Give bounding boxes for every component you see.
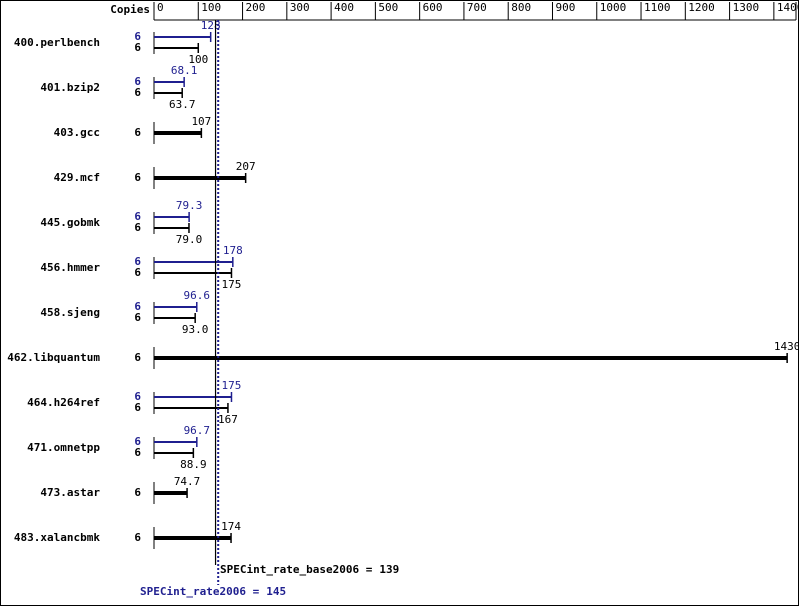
copies-label: 6: [134, 446, 141, 459]
summary-name: SPECint_rate_base2006 =: [220, 563, 373, 576]
bar: [154, 227, 189, 229]
x-tick-label: 900: [555, 1, 575, 14]
copies-label: 6: [134, 41, 141, 54]
value-label: 175: [222, 379, 242, 392]
copies-label: 6: [134, 126, 141, 139]
category-label: 445.gobmk: [40, 216, 100, 229]
value-label: 174: [221, 520, 241, 533]
value-label: 96.6: [184, 289, 211, 302]
copies-label: 6: [134, 300, 141, 313]
value-label: 167: [218, 413, 238, 426]
copies-header: Copies: [110, 3, 150, 16]
x-tick-label: 1300: [733, 1, 760, 14]
copies-label: 6: [134, 255, 141, 268]
value-label: 1430: [774, 340, 799, 353]
x-tick-label: 200: [246, 1, 266, 14]
copies-label: 6: [134, 531, 141, 544]
value-label: 107: [191, 115, 211, 128]
value-label: 207: [236, 160, 256, 173]
bar: [154, 441, 197, 443]
bar: [154, 452, 194, 454]
summary-name: SPECint_rate2006 =: [140, 585, 260, 598]
copies-label: 6: [134, 30, 141, 43]
copies-label: 6: [134, 390, 141, 403]
value-label: 175: [222, 278, 242, 291]
bar: [154, 131, 202, 135]
x-tick-label: 1100: [644, 1, 671, 14]
bar: [154, 407, 228, 409]
x-tick-label: 0: [157, 1, 164, 14]
category-label: 403.gcc: [54, 126, 100, 139]
value-label: 79.3: [176, 199, 203, 212]
bar: [154, 317, 196, 319]
bar: [154, 491, 188, 495]
x-tick-label: 1000: [600, 1, 627, 14]
value-label: 63.7: [169, 98, 196, 111]
copies-label: 6: [134, 311, 141, 324]
x-tick-label: 100: [201, 1, 221, 14]
value-label: 100: [188, 53, 208, 66]
copies-label: 6: [134, 486, 141, 499]
copies-label: 6: [134, 221, 141, 234]
copies-label: 6: [134, 266, 141, 279]
bar: [154, 216, 190, 218]
bar: [154, 272, 232, 274]
bar: [154, 47, 199, 49]
category-label: 456.hmmer: [40, 261, 100, 274]
category-label: 464.h264ref: [27, 396, 100, 409]
copies-label: 6: [134, 210, 141, 223]
value-label: 68.1: [171, 64, 198, 77]
value-label: 74.7: [174, 475, 201, 488]
copies-label: 6: [134, 435, 141, 448]
value-label: 178: [223, 244, 243, 257]
summary-label: SPECint_rate_base2006 = 139: [220, 563, 399, 576]
value-label: 88.9: [180, 458, 207, 471]
x-tick-label: 1400: [777, 1, 799, 14]
value-label: 93.0: [182, 323, 209, 336]
value-label: 96.7: [184, 424, 211, 437]
category-label: 429.mcf: [54, 171, 100, 184]
category-label: 458.sjeng: [40, 306, 100, 319]
bar: [154, 261, 233, 263]
category-label: 483.xalancbmk: [14, 531, 100, 544]
summary-value: 139: [379, 563, 399, 576]
x-tick-label: 1200: [688, 1, 715, 14]
copies-label: 6: [134, 75, 141, 88]
bar: [154, 306, 197, 308]
copies-label: 6: [134, 401, 141, 414]
x-tick-label: 500: [378, 1, 398, 14]
bar: [154, 36, 211, 38]
bar: [154, 396, 232, 398]
x-tick-label: 600: [423, 1, 443, 14]
x-tick-label: 800: [511, 1, 531, 14]
category-label: 400.perlbench: [14, 36, 100, 49]
bar: [154, 356, 788, 360]
bar: [154, 92, 183, 94]
copies-label: 6: [134, 351, 141, 364]
category-label: 401.bzip2: [40, 81, 100, 94]
copies-label: 6: [134, 86, 141, 99]
bar: [154, 81, 185, 83]
category-label: 471.omnetpp: [27, 441, 100, 454]
x-tick-label: 300: [290, 1, 310, 14]
value-label: 79.0: [176, 233, 203, 246]
category-label: 473.astar: [40, 486, 100, 499]
x-tick-label: 400: [334, 1, 354, 14]
summary-label: SPECint_rate2006 = 145: [140, 585, 286, 598]
category-label: 462.libquantum: [7, 351, 100, 364]
x-tick-label: 700: [467, 1, 487, 14]
summary-value: 145: [266, 585, 286, 598]
bar: [154, 536, 232, 540]
copies-label: 6: [134, 171, 141, 184]
bar: [154, 176, 246, 180]
